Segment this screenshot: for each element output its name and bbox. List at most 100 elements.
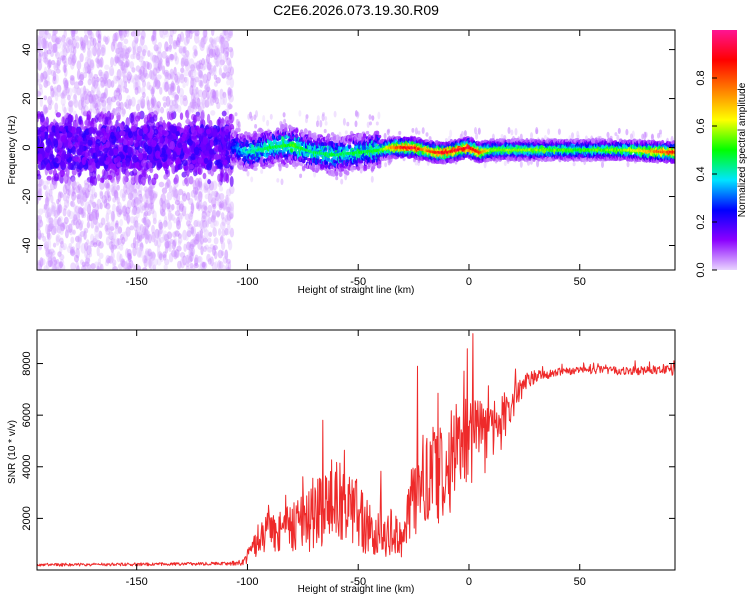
spectrogram-cell (475, 132, 479, 140)
spectrogram-cell (177, 260, 182, 269)
spectrogram-cell (81, 264, 87, 270)
spectrogram-cell (90, 46, 95, 55)
spectrogram-cell (157, 162, 163, 169)
spectrogram-cell (149, 116, 155, 124)
spectrogram-cell (58, 261, 64, 269)
spectrogram-cell (63, 60, 68, 68)
spectrogram-cell (176, 85, 181, 94)
spectrogram-cell (78, 222, 84, 231)
spectrogram-cell (163, 220, 167, 229)
spectrogram-cell (164, 41, 169, 52)
spectrogram-cell (224, 51, 230, 57)
spectrogram-cell (165, 72, 170, 79)
spectrogram-cell (139, 224, 144, 233)
spectrogram-cell (125, 213, 131, 224)
spectrogram-cell (52, 30, 58, 35)
spectrogram-cell (153, 173, 159, 180)
spectrogram-cell (342, 117, 346, 126)
spectrogram-cell (186, 112, 190, 120)
spectrogram-cell (127, 70, 131, 80)
spectrogram-cell (119, 244, 124, 251)
spectrogram-cell (93, 79, 99, 89)
spectrogram-cell (86, 264, 92, 270)
spectrogram-cell (87, 78, 92, 86)
spectrogram-cell (129, 61, 135, 69)
spectrogram-cell (113, 89, 118, 99)
spectrogram-cell (93, 242, 98, 248)
spectrogram-cell (159, 106, 165, 114)
spectrogram-cell (67, 94, 71, 101)
spectrogram-cell (159, 58, 163, 65)
spectrogram-cell (63, 30, 67, 39)
spectrogram-cell (43, 241, 50, 250)
spectrogram-cell (170, 250, 175, 257)
spectrogram-cell (101, 127, 106, 133)
spectrogram-cell (266, 119, 270, 127)
spectrogram-cell (398, 130, 402, 135)
spectrogram-cell (73, 254, 80, 263)
spectrogram-cell (225, 42, 230, 51)
spectrogram-cell (177, 104, 182, 114)
spectrogram-cell (222, 44, 227, 56)
spectrogram-cell (371, 115, 375, 121)
spectrogram-cell (195, 60, 202, 70)
spectrogram-cell (159, 86, 163, 95)
spectrogram-cell (86, 212, 91, 223)
spectrogram-cell (294, 128, 299, 134)
spectrogram-cell (161, 129, 167, 135)
spectrogram-cell (63, 108, 67, 118)
spectrogram-cell (172, 239, 177, 247)
spectrogram-cell (226, 102, 232, 110)
spectrogram-cell (114, 54, 119, 64)
spectrogram-cell (115, 100, 121, 107)
figure-title: C2E6.2026.073.19.30.R09 (273, 2, 439, 18)
spectrogram-cell (201, 261, 206, 268)
spectrogram-cell (316, 120, 319, 128)
spectrogram-cell (62, 208, 67, 217)
spectrogram-cell (131, 263, 136, 269)
spectrogram-cell (214, 192, 220, 202)
spectrogram-cell (128, 254, 132, 263)
spectrogram-cell (52, 138, 58, 145)
spectrogram-cell (144, 188, 151, 199)
spectrogram-cell (209, 256, 214, 267)
spectrogram-cell (105, 126, 110, 134)
spectrogram-cell (140, 60, 146, 69)
spectrogram-cell (188, 176, 194, 185)
spectrogram-cell (176, 216, 181, 226)
spectrogram-cell (179, 112, 184, 121)
spectrogram-cell (104, 64, 110, 70)
spectrogram-cell (192, 179, 197, 190)
spectrogram-cell (79, 53, 84, 63)
spectrogram-cell (156, 237, 162, 248)
spectrogram-cell (101, 47, 106, 56)
spectrogram-cell (572, 161, 576, 167)
spectrogram-cell (125, 206, 131, 215)
spectrogram-cell (194, 96, 200, 105)
spectrogram-cell (207, 204, 213, 214)
spectrogram-cell (115, 155, 121, 163)
spectrogram-cell (140, 30, 146, 40)
spectrogram-cell (203, 35, 207, 45)
spectrogram-cell (87, 47, 91, 58)
spectrogram-cell (547, 128, 551, 135)
spectrogram-cell (182, 159, 188, 167)
spectrogram-cell (168, 34, 174, 45)
spectrogram-cell (143, 72, 150, 79)
spectrogram-cell (70, 236, 75, 244)
spectrogram-cell (183, 257, 187, 264)
spectrogram-cell (178, 203, 184, 212)
spectrogram-cell (217, 228, 222, 236)
spectrogram-cell (65, 188, 70, 195)
spectrogram-cell (231, 114, 235, 122)
spectrogram-cell (67, 140, 73, 150)
spectrogram-cell (50, 69, 56, 77)
spectrogram-cell (175, 130, 180, 137)
spectrogram-cell (168, 53, 174, 61)
spectrogram-cell (135, 174, 139, 186)
spectrogram-cell (203, 157, 209, 165)
spectrogram-cell (49, 181, 56, 191)
spectrogram-cell (323, 128, 327, 134)
spectrogram-cell (37, 136, 40, 146)
